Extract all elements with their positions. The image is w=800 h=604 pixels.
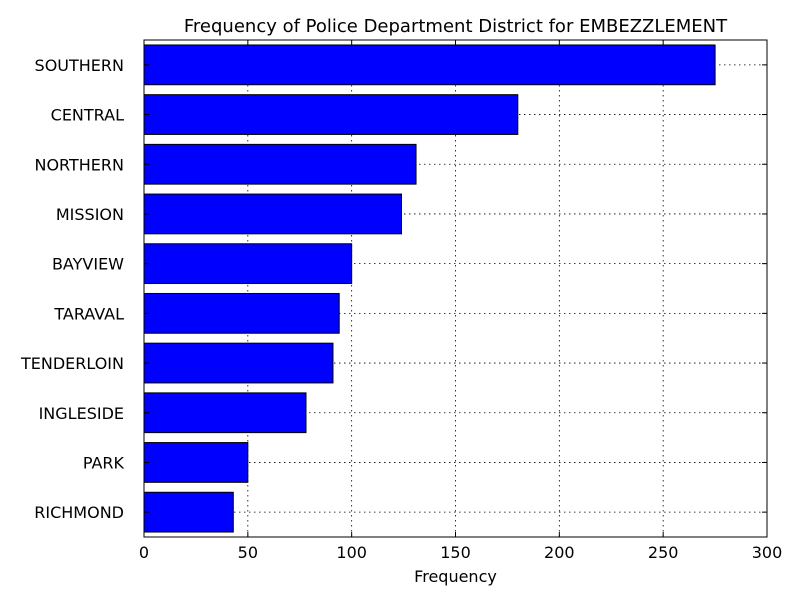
x-tick-label: 300 — [752, 543, 783, 562]
y-tick-label: TENDERLOIN — [20, 354, 124, 373]
bar — [143, 342, 334, 384]
x-axis-label: Frequency — [414, 567, 497, 586]
y-tick-label: INGLESIDE — [39, 404, 124, 423]
bar — [143, 193, 403, 235]
x-axis-ticks: 0 50 100 150 200 250 300 — [139, 40, 782, 562]
bars — [143, 44, 716, 533]
y-tick-label: MISSION — [56, 205, 124, 224]
bar — [143, 94, 519, 135]
bar — [143, 292, 340, 334]
bar — [143, 392, 307, 434]
bar — [143, 44, 716, 86]
x-tick-label: 100 — [336, 543, 367, 562]
bar — [143, 491, 234, 533]
x-tick-label: 150 — [440, 543, 471, 562]
y-tick-label: RICHMOND — [34, 503, 124, 522]
y-tick-label: TARAVAL — [53, 304, 124, 323]
bar — [143, 442, 249, 483]
bar — [143, 143, 417, 185]
x-tick-label: 250 — [648, 543, 679, 562]
y-tick-label: PARK — [83, 453, 125, 472]
bar — [143, 243, 353, 285]
y-axis-ticks: SOUTHERN CENTRAL NORTHERN MISSION BAYVIEW TAR… — [20, 56, 767, 522]
y-tick-label: BAYVIEW — [52, 255, 124, 274]
chart-title: Frequency of Police Department District … — [184, 16, 728, 37]
x-tick-label: 0 — [139, 543, 149, 562]
x-tick-label: 200 — [544, 543, 575, 562]
y-tick-label: SOUTHERN — [35, 56, 124, 75]
x-tick-label: 50 — [238, 543, 258, 562]
y-tick-label: NORTHERN — [34, 155, 124, 174]
y-tick-label: CENTRAL — [51, 106, 124, 125]
